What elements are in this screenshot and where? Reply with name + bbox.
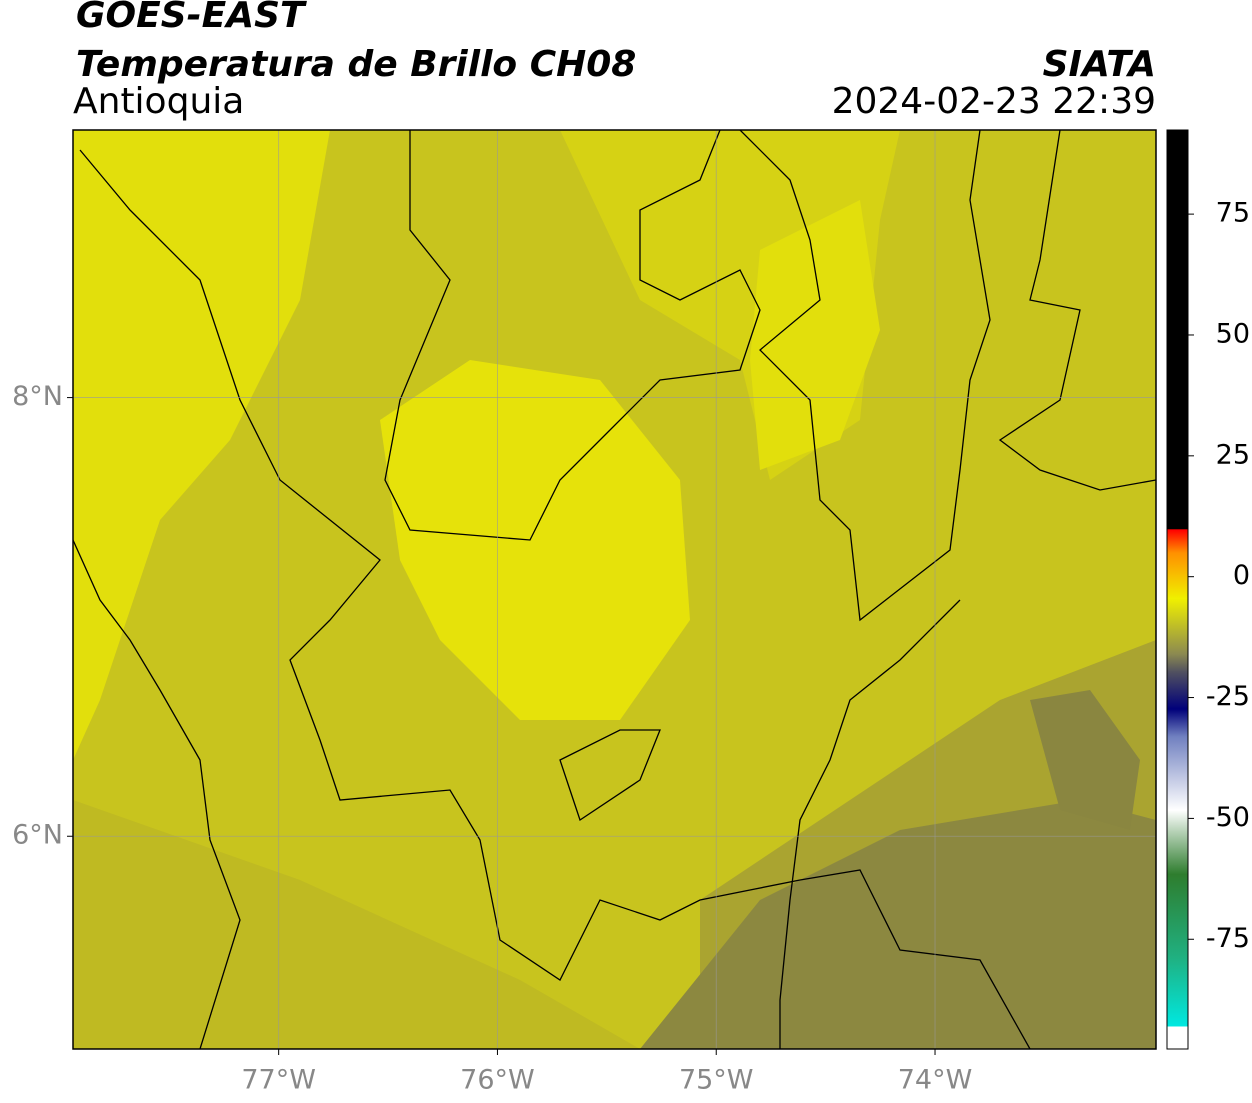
colorbar-tick-label: -25 <box>1206 681 1250 712</box>
subtitle: Temperatura de Brillo CH08 <box>76 44 636 85</box>
y-tick-label: 8°N <box>12 381 63 412</box>
x-tick-label: 74°W <box>898 1065 973 1096</box>
colorbar-tick-label: 75 <box>1216 198 1250 229</box>
x-tick-label: 75°W <box>679 1065 754 1096</box>
colorbar-tick-label: -50 <box>1206 802 1250 833</box>
source: SIATA <box>1043 44 1156 85</box>
title: GOES-EAST <box>76 0 307 36</box>
map-frame <box>72 129 1157 1050</box>
colorbar-tick-label: 0 <box>1233 560 1250 591</box>
x-tick-label: 76°W <box>460 1065 535 1096</box>
datetime: 2024-02-23 22:39 <box>832 81 1156 122</box>
region: Antioquia <box>73 81 244 122</box>
colorbar-tick-label: 50 <box>1216 318 1250 349</box>
colorbar <box>1166 129 1189 1050</box>
colorbar-tick-label: -75 <box>1206 923 1250 954</box>
x-tick-label: 77°W <box>241 1065 316 1096</box>
map-image <box>73 130 1156 1049</box>
y-tick-label: 6°N <box>12 820 63 851</box>
colorbar-tick-label: 25 <box>1216 439 1250 470</box>
